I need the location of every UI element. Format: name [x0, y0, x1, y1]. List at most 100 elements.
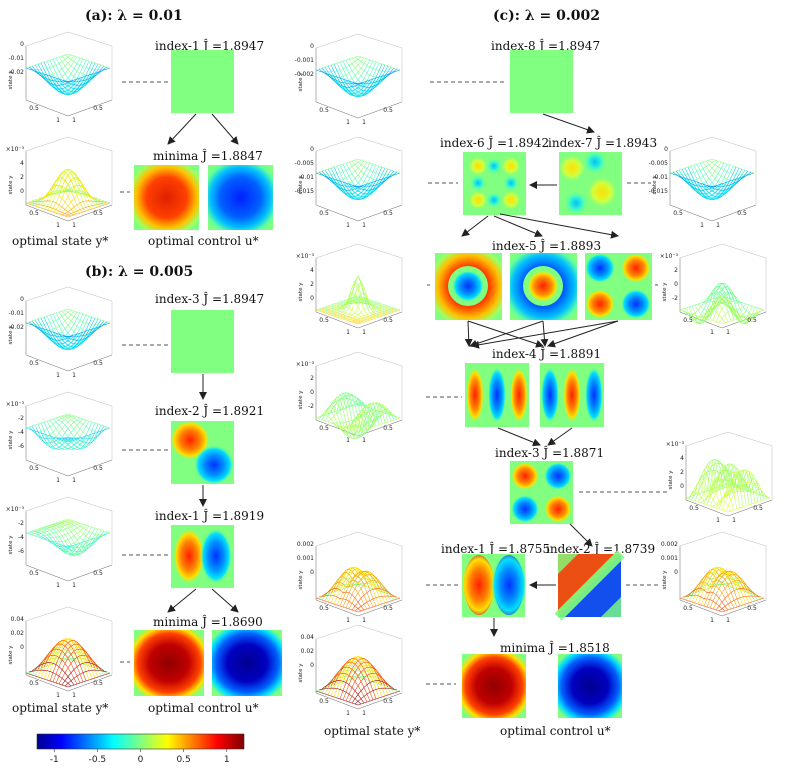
- z-tick-label: -2: [308, 403, 314, 410]
- z-tick-label: 0: [310, 146, 314, 153]
- z-tick-label: -0.001: [295, 57, 315, 64]
- z-tick-label: ×10⁻³: [296, 253, 315, 260]
- z-tick-label: 0: [674, 569, 678, 576]
- z-tick-label: 2: [310, 375, 314, 382]
- control-pattern-flat: [171, 50, 234, 113]
- x-tick-label: 0.5: [29, 105, 39, 112]
- node-label-minima: minima Ĵ =1.8518: [500, 640, 610, 655]
- colorbar-tick-label: -0.5: [89, 755, 107, 765]
- z-axis-label: state y: [298, 175, 304, 195]
- z-tick-label: -0.005: [649, 160, 669, 167]
- z-axis-label: state y: [652, 175, 658, 195]
- x-tick-label: 1: [56, 117, 60, 124]
- x-tick-label: 1: [72, 692, 76, 699]
- node-label-index-3: index-3 Ĵ =1.8947: [155, 291, 264, 306]
- x-tick-label: 1: [726, 617, 730, 624]
- z-tick-label: 0: [20, 296, 24, 303]
- z-tick-label: ×10⁻³: [6, 146, 25, 153]
- surface-plot: state y 0 -0.001 -0.002 0.5 1 1 0.5: [295, 33, 403, 126]
- x-tick-label: 0.5: [737, 210, 747, 217]
- arrow: [167, 588, 197, 613]
- x-tick-label: 0.5: [93, 360, 103, 367]
- z-tick-label: 2: [20, 174, 24, 181]
- x-tick-label: 0.5: [319, 317, 329, 324]
- panel-c-title: (c): λ = 0.002: [493, 8, 600, 24]
- arrow: [211, 113, 239, 145]
- control-pattern-ring-blue: [510, 253, 577, 320]
- x-tick-label: 0.5: [383, 210, 393, 217]
- x-tick-label: 0.5: [383, 605, 393, 612]
- surface-plot: state y ×10⁻³ 4 2 0 0.5 1 1 0.5: [666, 431, 773, 524]
- arrow: [471, 320, 619, 349]
- surface-plot: state y 0.002 0.001 0 0.5 1 1 0.5: [297, 531, 403, 624]
- node-label-index-2: index-2 Ĵ =1.8739: [546, 541, 655, 556]
- control-pattern-checker: [510, 461, 573, 524]
- node-label-index-5: index-5 Ĵ =1.8893: [492, 238, 601, 253]
- caption-optimal-state: optimal state y*: [12, 234, 108, 248]
- arrow: [499, 213, 619, 239]
- surface-plot: state y 0.002 0.001 0 0.5 1 1 0.5: [661, 531, 767, 624]
- z-tick-label: 0.04: [301, 634, 315, 641]
- x-tick-label: 0.5: [93, 465, 103, 472]
- z-tick-label: 0.001: [297, 555, 314, 562]
- z-tick-label: 0: [20, 644, 24, 651]
- control-pattern-red-square: [462, 654, 526, 718]
- x-tick-label: 1: [346, 710, 350, 717]
- x-tick-label: 1: [346, 222, 350, 229]
- node-label-index-1: index-1 Ĵ =1.8755: [441, 541, 550, 556]
- arrow: [167, 113, 197, 145]
- control-pattern-halves: [171, 525, 234, 588]
- panel-a-title: (a): λ = 0.01: [85, 8, 183, 24]
- control-pattern-flat: [510, 50, 573, 113]
- z-tick-label: 0: [20, 41, 24, 48]
- arrow: [461, 215, 489, 237]
- x-tick-label: 1: [716, 222, 720, 229]
- surface-plot: state y ×10⁻³ 4 2 0 0.5 1 1 0.5: [296, 243, 403, 336]
- x-tick-label: 0.5: [683, 605, 693, 612]
- z-axis-label: state y: [8, 70, 14, 90]
- z-axis-label: state y: [298, 663, 304, 683]
- z-tick-label: -0.02: [8, 324, 24, 331]
- z-tick-label: 0: [310, 662, 314, 669]
- arrow: [569, 523, 593, 547]
- surface-plot: state y 0.04 0.02 0 0.5 1 1 0.5: [298, 624, 403, 717]
- colorbar-scale: [36, 733, 245, 750]
- x-tick-label: 1: [362, 437, 366, 444]
- panel-c: state y 0 -0.001 -0.002 0.5 1 1 0.5 index-8 Ĵ =…: [295, 33, 773, 738]
- surface-plot: state y 0.04 0.02 0 0.5 1 1 0.5: [8, 606, 113, 699]
- z-tick-label: 0.02: [11, 630, 25, 637]
- x-tick-label: 1: [726, 329, 730, 336]
- z-tick-label: -0.015: [295, 188, 315, 195]
- x-tick-label: 1: [362, 710, 366, 717]
- x-tick-label: 0.5: [383, 698, 393, 705]
- z-tick-label: 0: [680, 483, 684, 490]
- caption-optimal-control: optimal control u*: [148, 234, 259, 248]
- z-tick-label: -0.002: [295, 71, 315, 78]
- surface-plot: state y 0 -0.005 -0.01 -0.015 0.5 1 1 0.5: [649, 136, 757, 229]
- x-tick-label: 0.5: [93, 680, 103, 687]
- surface-plot: state y ×10⁻³ -2 -4 -6 0.5 1 1 0.5: [6, 496, 113, 589]
- z-axis-label: state y: [662, 282, 668, 302]
- arrow: [542, 113, 595, 134]
- surface-plot: state y 0 -0.005 -0.01 -0.015 0.5 1 1 0.5: [295, 136, 403, 229]
- z-axis-label: state y: [8, 430, 14, 450]
- z-tick-label: 0.04: [11, 616, 25, 623]
- z-tick-label: 0.002: [661, 541, 678, 548]
- x-tick-label: 1: [56, 692, 60, 699]
- x-tick-label: 1: [72, 222, 76, 229]
- z-tick-label: 0: [674, 281, 678, 288]
- z-axis-label: state y: [662, 570, 668, 590]
- node-label-index-2: index-2 Ĵ =1.8921: [155, 403, 264, 418]
- control-pattern-blue-square: [558, 654, 622, 718]
- z-tick-label: 0: [310, 569, 314, 576]
- x-tick-label: 0.5: [29, 570, 39, 577]
- x-tick-label: 1: [56, 372, 60, 379]
- z-tick-label: -0.01: [8, 55, 24, 62]
- z-tick-label: 0: [310, 389, 314, 396]
- z-tick-label: 2: [310, 281, 314, 288]
- x-tick-label: 0.5: [319, 425, 329, 432]
- x-tick-label: 1: [716, 517, 720, 524]
- z-tick-label: -4: [18, 534, 24, 541]
- z-tick-label: 4: [680, 455, 684, 462]
- caption-optimal-state: optimal state y*: [324, 724, 420, 738]
